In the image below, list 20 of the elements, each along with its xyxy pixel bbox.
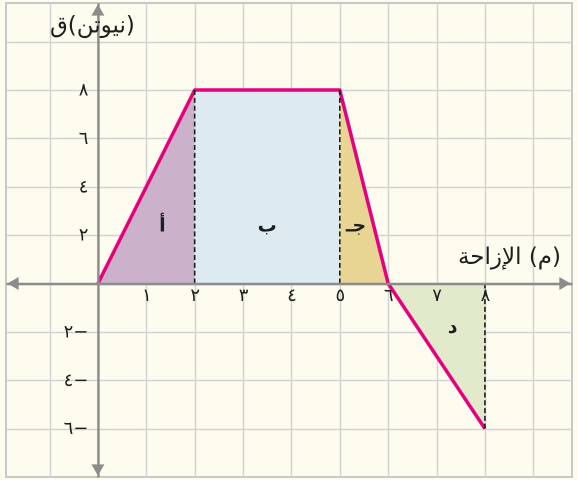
series-label: د — [448, 316, 458, 338]
series-label: ب — [258, 214, 277, 236]
y-tick-label: ٤− — [64, 370, 88, 391]
x-tick-label: ٢ — [190, 285, 200, 306]
x-tick-label: ١ — [142, 285, 152, 306]
x-tick-label: ٧ — [432, 285, 442, 306]
y-axis-title: (نيوتن)ق — [50, 12, 135, 38]
y-tick-label: ٢ — [78, 224, 88, 246]
y-tick-label: ٦ — [78, 128, 88, 149]
series-label: أ — [159, 212, 166, 236]
x-axis-title: (م) الإزاحة — [458, 244, 562, 270]
x-tick-label: ٦ — [384, 285, 394, 306]
x-tick-label: ٥ — [335, 285, 346, 306]
x-tick-label: ٤ — [287, 285, 297, 306]
y-tick-label: ٨ — [78, 80, 89, 101]
y-tick-label: ٦− — [64, 418, 88, 440]
y-tick-label: ٤ — [78, 176, 88, 198]
series-label: جـ — [344, 214, 366, 236]
y-tick-label: ٢− — [64, 321, 88, 342]
x-tick-label: ٣ — [238, 285, 249, 306]
